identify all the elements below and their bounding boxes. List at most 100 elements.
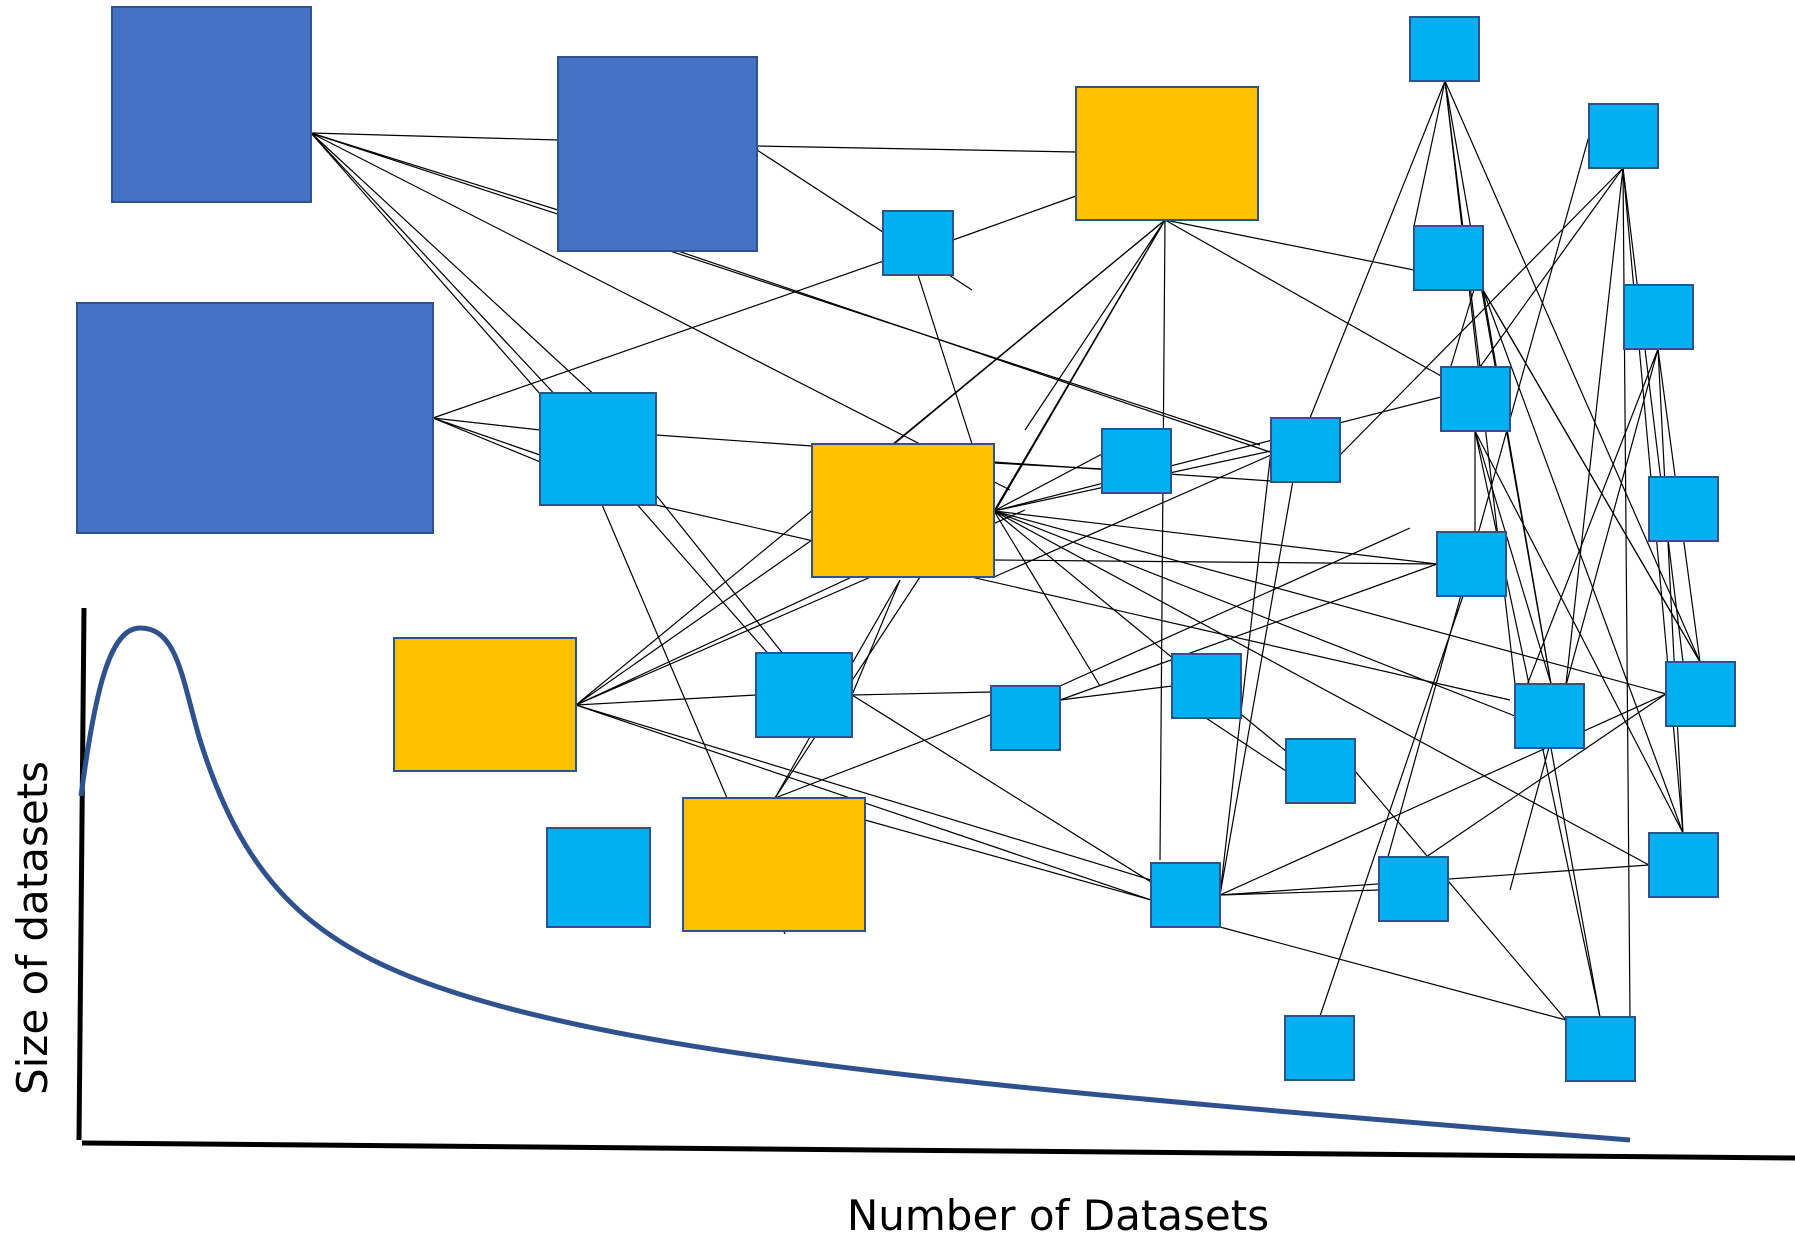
graph-edge [1474,430,1684,834]
graph-edge [432,255,899,419]
graph-edge [1219,926,1567,1021]
graph-edge [851,691,992,696]
graph-edge [756,145,1077,153]
graph-node-light-blue [1665,661,1736,727]
axes [76,607,1795,1161]
graph-edge [1219,693,1667,896]
long-tail-curve [78,625,1631,1143]
graph-edge [310,132,559,141]
graph-edge [1657,348,1684,834]
graph-edge [1339,167,1624,456]
graph-edge [1219,417,1305,896]
graph-edge [1059,527,1411,687]
graph-edge [655,504,1511,701]
graph-edge [1622,167,1684,663]
graph-node-light-blue [546,827,651,928]
graph-edge [993,559,1438,565]
graph-edge [575,539,813,706]
graph-edge [432,417,541,456]
graph-edge [1059,563,1438,701]
graph-edge [1354,770,1567,1021]
graph-edge [310,132,1011,491]
graph-node-dark-blue [557,56,758,252]
graph-edge [674,249,1271,453]
graph-edge [1479,167,1624,368]
graph-node-light-blue [1285,738,1356,804]
graph-edge [993,510,1650,866]
y-axis-label: Size of datasets [8,761,57,1095]
graph-edge [575,694,757,706]
graph-node-light-blue [1101,428,1172,494]
graph-edge [1444,80,1481,368]
graph-node-light-blue [539,392,657,506]
graph-edge [952,195,1077,241]
graph-node-light-blue [1409,16,1480,82]
graph-edge [851,579,901,696]
x-axis-label: Number of Datasets [847,1191,1269,1239]
graph-edge [1482,289,1552,685]
graph-edge [1159,219,1166,861]
graph-edge [310,132,561,401]
graph-edge [1565,167,1624,685]
graph-edge [1309,80,1446,419]
graph-node-gold [682,797,866,932]
graph-edge [917,274,973,445]
graph-edge [864,819,1152,901]
graph-node-gold [1075,86,1259,221]
graph-node-light-blue [1648,476,1719,542]
graph-edge [1219,450,1272,896]
graph-edge [1164,219,1415,271]
graph-edge [310,132,601,401]
graph-edge [432,417,541,431]
graph-edge [1550,747,1601,1018]
graph-node-dark-blue [76,302,434,534]
graph-edge [993,510,1101,687]
graph-edge [1319,595,1464,1017]
graph-node-light-blue [1150,862,1221,928]
graph-edge [989,219,1166,521]
graph-edge [1514,348,1659,717]
graph-node-light-blue [1378,856,1449,922]
graph-edge [1024,219,1166,431]
graph-node-light-blue [1648,832,1719,898]
graph-edge [993,510,1516,717]
graph-edge [310,132,559,211]
graph-edge [1509,348,1659,891]
graph-node-light-blue [1413,225,1484,291]
graph-edge [1219,889,1380,896]
graph-edge [993,453,1103,512]
graph-node-light-blue [1436,531,1507,597]
graph-edge [1378,135,1590,890]
graph-node-light-blue [1440,366,1511,432]
graph-node-light-blue [990,685,1061,751]
graph-node-light-blue [1171,653,1242,719]
graph-edge [432,417,561,471]
graph-node-light-blue [1284,1015,1355,1081]
graph-node-light-blue [1588,103,1659,169]
y-axis-line [76,607,87,1141]
x-axis-line [81,1140,1795,1161]
graph-edge [993,454,1272,578]
graph-node-dark-blue [111,6,312,203]
graph-edges [310,80,1701,1021]
graph-node-light-blue [1270,417,1341,483]
graph-edge [1413,80,1446,227]
graph-edge [1482,289,1701,663]
graph-node-light-blue [755,652,853,738]
graph-edge [1444,80,1701,663]
graph-edge [575,704,1152,881]
graph-edge [993,396,1442,512]
graph-node-gold [811,443,995,578]
graph-node-light-blue [1514,683,1585,749]
graph-node-light-blue [882,210,954,276]
graph-edge [851,694,1152,883]
graph-node-light-blue [1623,284,1694,350]
graph-nodes [76,6,1736,1082]
graph-edge [310,132,1261,446]
graph-node-light-blue [1565,1016,1636,1082]
graph-edge [1482,289,1684,834]
graph-edge [993,510,1438,565]
graph-edge [1059,685,1173,701]
graph-edge [1474,430,1552,685]
